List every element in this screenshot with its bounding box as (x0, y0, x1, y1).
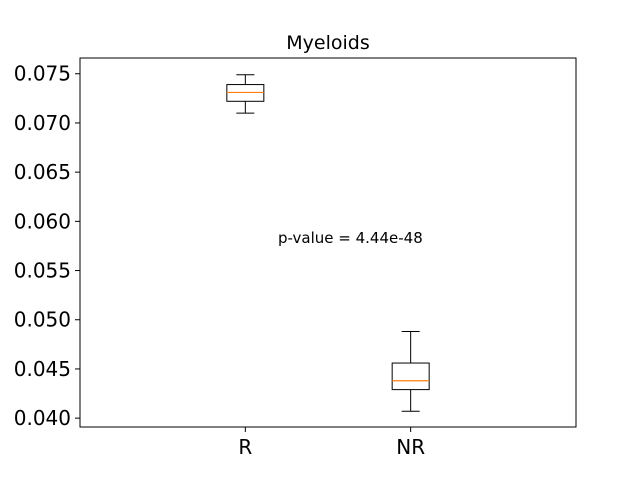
y-tick-label: 0.060 (14, 209, 71, 233)
y-tick-label: 0.040 (14, 406, 71, 430)
y-tick-label: 0.055 (14, 259, 71, 283)
plot-frame (79, 57, 577, 428)
chart-title: Myeloids (286, 32, 369, 54)
p-value-annotation: p-value = 4.44e-48 (278, 229, 423, 247)
box (391, 362, 430, 391)
y-tick-label: 0.045 (14, 357, 71, 381)
boxplot-nr (391, 331, 430, 412)
y-tick-label: 0.050 (14, 308, 71, 332)
x-tick-label: NR (396, 435, 425, 459)
x-axis: R NR (238, 427, 425, 459)
y-tick-label: 0.070 (14, 111, 71, 135)
x-tick-label: R (238, 435, 252, 459)
y-tick-label: 0.075 (14, 62, 71, 86)
y-axis: 0.040 0.045 0.050 0.055 0.060 0.065 0.070 0.075 (14, 62, 80, 430)
boxplot-r (226, 74, 265, 114)
y-tick-label: 0.065 (14, 160, 71, 184)
boxplots (226, 74, 430, 412)
